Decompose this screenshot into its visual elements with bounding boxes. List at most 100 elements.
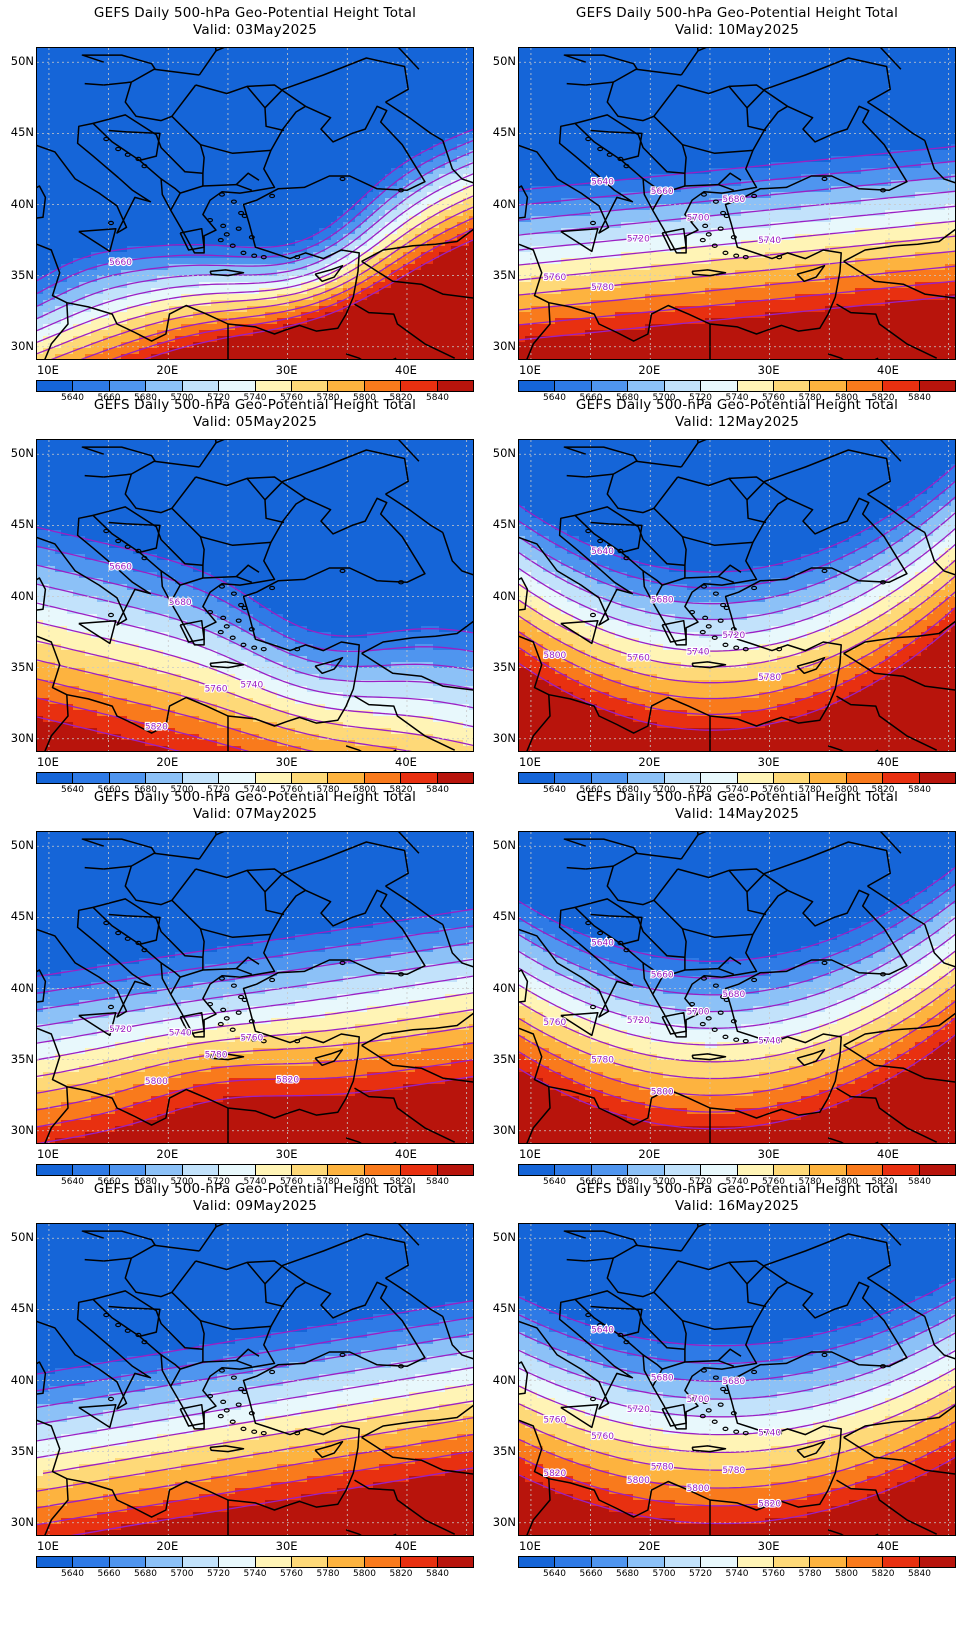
- height-map: 5640 5660 5680 5700 5720 5740 5760 5780 5800: [518, 831, 956, 1144]
- colorbar-tick-label: 5740: [726, 1569, 749, 1579]
- contour-lines: [37, 1299, 473, 1535]
- contour-5700: [37, 162, 473, 320]
- colorbar-swatch: [291, 1557, 329, 1567]
- contour-label: 5820: [758, 1500, 781, 1510]
- colorbar-tick-label: 5660: [580, 1569, 603, 1579]
- contour-5680: [519, 496, 955, 605]
- colorbar-swatch: [37, 773, 74, 783]
- contour-labels: 5660: [108, 257, 133, 269]
- colorbar-swatch: [437, 773, 474, 783]
- colorbar-tick-label: 5820: [390, 785, 413, 795]
- contour-lines: [37, 128, 473, 359]
- colorbar-swatch: [255, 1557, 292, 1567]
- colorbar-swatch: [628, 381, 665, 391]
- colorbar: [36, 1164, 474, 1176]
- colorbar-tick-label: 5720: [207, 1569, 230, 1579]
- panel-title: GEFS Daily 500-hPa Geo-Potential Height …: [518, 397, 956, 414]
- colorbar-tick-label: 5840: [426, 393, 449, 403]
- colorbar-tick-label: 5640: [61, 785, 84, 795]
- colorbar-tick-label: 5740: [726, 785, 749, 795]
- lat-label: 45N: [488, 1302, 516, 1314]
- colorbar-swatch: [437, 1165, 474, 1175]
- contour-5640: [37, 128, 473, 282]
- contour-5700: [37, 958, 473, 1028]
- colorbar-tick-label: 5840: [426, 1177, 449, 1187]
- colorbar-tick-label: 5760: [280, 1569, 303, 1579]
- colorbar-tick-label: 5800: [353, 785, 376, 795]
- colorbar-swatch: [591, 773, 629, 783]
- height-map: 5640 5680 5720 5740 5760 5780 5800: [518, 439, 956, 752]
- lat-label: 30N: [6, 1124, 34, 1136]
- colorbar-tick-label: 5720: [207, 785, 230, 795]
- colorbar-swatch: [109, 1557, 147, 1567]
- contour-5780: [37, 1417, 473, 1492]
- colorbar-tick-label: 5740: [726, 1177, 749, 1187]
- colorbar-swatch: [364, 381, 402, 391]
- contour-5840: [37, 716, 181, 751]
- lon-label: 20E: [638, 756, 660, 768]
- panel-title: GEFS Daily 500-hPa Geo-Potential Height …: [36, 397, 474, 414]
- colorbar-swatch: [255, 773, 292, 783]
- map-panel-8: GEFS Daily 500-hPa Geo-Potential Height …: [482, 1176, 964, 1586]
- colorbar-tick-label: 5680: [616, 1569, 639, 1579]
- colorbar-swatch: [664, 773, 702, 783]
- colorbar-swatch: [291, 773, 329, 783]
- contour-label: 5720: [627, 1016, 650, 1026]
- colorbar-tick-label: 5800: [835, 1569, 858, 1579]
- colorbar-tick-label: 5780: [799, 393, 822, 403]
- colorbar-swatch: [364, 773, 402, 783]
- colorbar-swatch: [37, 1557, 74, 1567]
- colorbar-tick-label: 5660: [98, 1177, 121, 1187]
- colorbar-swatch: [219, 381, 256, 391]
- colorbar-swatch: [291, 1165, 329, 1175]
- contour-5700: [519, 1332, 955, 1400]
- colorbar-swatch: [401, 1557, 438, 1567]
- colorbar: [36, 1556, 474, 1568]
- contour-5740: [519, 220, 955, 266]
- lat-label: 40N: [488, 590, 516, 602]
- islands: [103, 136, 405, 260]
- contour-label: 5820: [543, 1469, 566, 1479]
- colorbar-tick-label: 5780: [317, 1569, 340, 1579]
- colorbar-swatch: [628, 773, 665, 783]
- lat-label: 30N: [6, 1516, 34, 1528]
- colorbar-swatch: [555, 1165, 592, 1175]
- colorbar-tick-label: 5800: [353, 1177, 376, 1187]
- colorbar-tick-label: 5660: [98, 785, 121, 795]
- contour-label: 5760: [591, 1432, 614, 1442]
- lat-label: 45N: [488, 518, 516, 530]
- lon-label: 20E: [638, 1540, 660, 1552]
- colorbar: [518, 380, 956, 392]
- lon-label: 30E: [276, 1540, 298, 1552]
- colorbar-tick-label: 5800: [353, 393, 376, 403]
- colorbar-tick-label: 5780: [799, 785, 822, 795]
- colorbar-swatch: [182, 381, 220, 391]
- contour-label: 5700: [687, 1395, 710, 1405]
- contour-5840: [143, 239, 473, 359]
- colorbar-swatch: [255, 381, 292, 391]
- contour-5780: [519, 250, 955, 296]
- colorbar-swatch: [591, 381, 629, 391]
- contour-label: 5820: [276, 1076, 299, 1086]
- colorbar-swatch: [146, 1165, 183, 1175]
- colorbar-swatch: [883, 773, 920, 783]
- colorbar-tick-label: 5760: [762, 1177, 785, 1187]
- contour-5800: [80, 217, 473, 359]
- contour-5740: [37, 1383, 473, 1459]
- colorbar-tick-label: 5840: [908, 1177, 931, 1187]
- colorbar-tick-label: 5720: [689, 785, 712, 795]
- contour-5760: [37, 1008, 473, 1078]
- lon-label: 30E: [758, 1540, 780, 1552]
- contour-label: 5780: [722, 1466, 745, 1476]
- contour-5820: [37, 697, 250, 751]
- contour-label: 5700: [687, 1007, 710, 1017]
- colorbar-ticks: 5640 5660 5680 5700 5720 5740 5760 5780 5800 5820…: [518, 1569, 956, 1581]
- contour-label: 5720: [109, 1025, 132, 1035]
- colorbar-swatch: [919, 381, 956, 391]
- colorbar-tick-label: 5760: [280, 393, 303, 403]
- contour-5700: [519, 917, 955, 1013]
- contour-5680: [37, 150, 473, 307]
- colorbar-swatch: [701, 381, 738, 391]
- filled-contours: [37, 1224, 473, 1535]
- colorbar-swatch: [401, 381, 438, 391]
